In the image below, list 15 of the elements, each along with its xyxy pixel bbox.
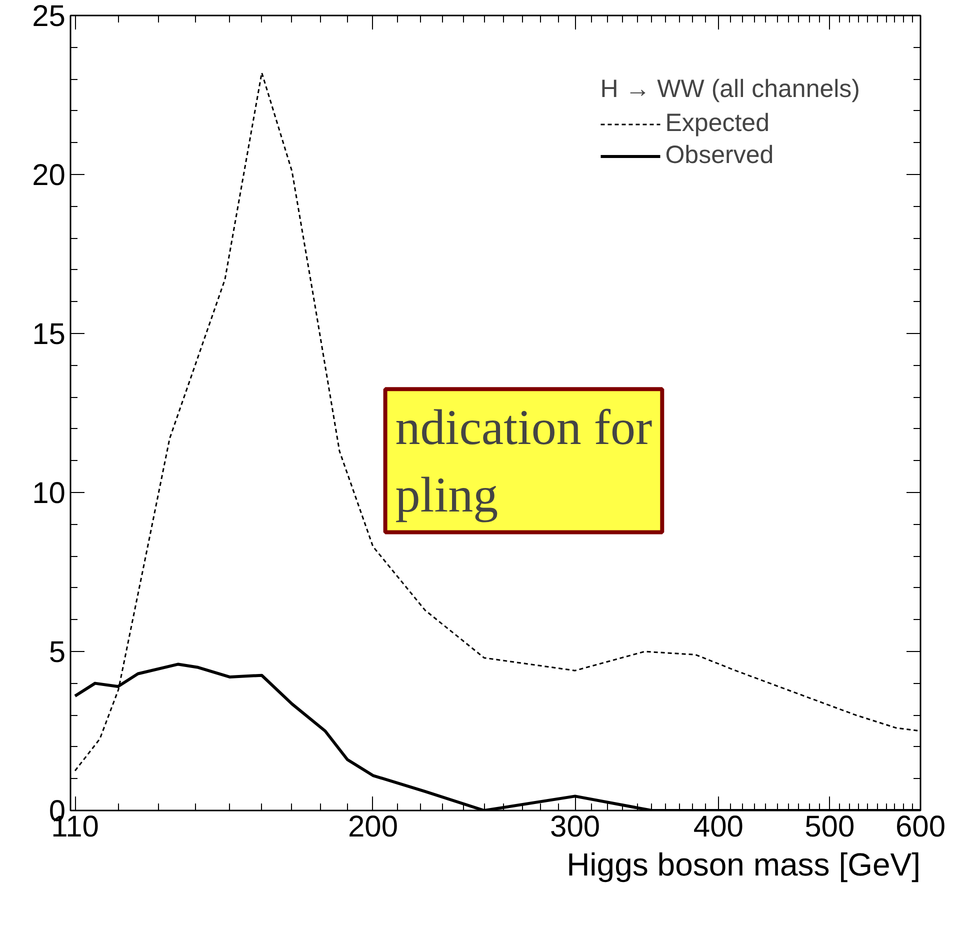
x-tick-label: 500: [804, 810, 855, 844]
x-tick-label: 600: [895, 810, 946, 844]
y-tick-label: 15: [32, 318, 66, 351]
legend-title: H → WW (all channels): [600, 75, 860, 104]
x-axis-title: Higgs boson mass [GeV]: [566, 846, 920, 882]
y-tick-label: 10: [32, 477, 66, 510]
legend-label: Observed: [665, 141, 774, 170]
legend-label: Expected: [665, 109, 770, 138]
y-tick-label: 5: [48, 636, 66, 669]
x-tick-label: 300: [550, 810, 600, 844]
x-tick-label: 200: [348, 810, 398, 844]
y-tick-label: 25: [32, 0, 66, 33]
y-tick-label: 20: [32, 159, 66, 192]
x-tick-label: 400: [693, 810, 744, 844]
annotation: ndication for pling: [395, 399, 653, 522]
